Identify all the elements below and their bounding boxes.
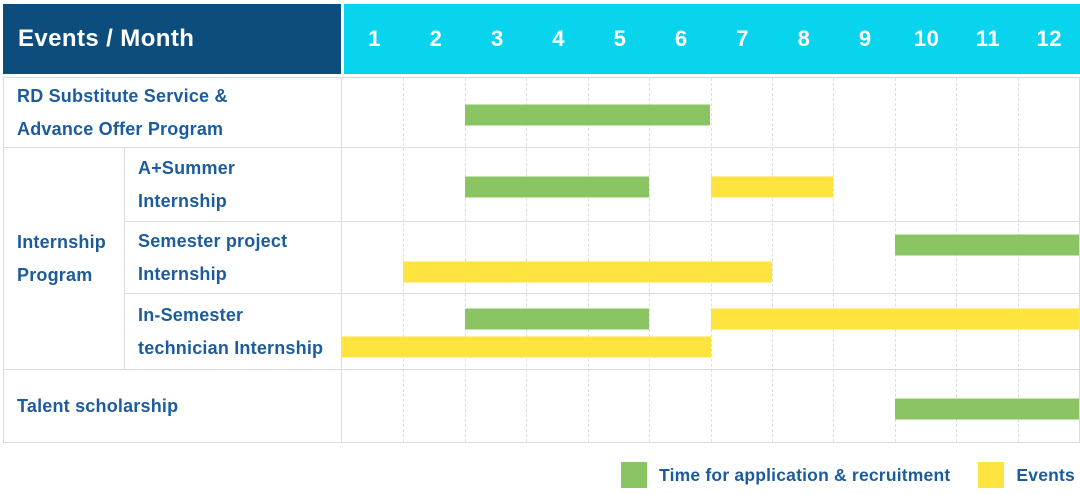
bar-events <box>710 308 1079 330</box>
group-label-internship-program: Internship Program <box>4 148 125 369</box>
month-header-8: 8 <box>797 26 811 51</box>
month-header-4: 4 <box>552 26 566 51</box>
bar-application-recruitment <box>464 176 650 198</box>
bar-application-recruitment <box>894 398 1079 420</box>
row-label-semester-project-internship: Semester project Internship <box>125 222 342 293</box>
chart-cell-rd-substitute-service <box>342 78 1079 147</box>
month-header-5: 5 <box>613 26 627 51</box>
chart-cell-semester-project-internship <box>342 222 1079 293</box>
row-semester-project-internship: Semester project Internship <box>125 221 1079 293</box>
month-header-10: 10 <box>913 26 940 51</box>
month-header-6: 6 <box>674 26 688 51</box>
bar-events <box>710 176 834 198</box>
events-month-header-cell: Events / Month <box>3 4 341 74</box>
bar-application-recruitment <box>894 234 1079 256</box>
row-label-talent-scholarship: Talent scholarship <box>4 370 342 442</box>
legend-yellow-swatch-icon <box>978 462 1005 488</box>
legend-item-application-recruitment: Time for application & recruitment <box>621 462 950 488</box>
month-header-11: 11 <box>975 26 1001 51</box>
row-label-rd-substitute-service: RD Substitute Service & Advance Offer Pr… <box>4 78 342 147</box>
month-header-7: 7 <box>736 26 749 51</box>
month-header-3: 3 <box>490 26 504 51</box>
row-label-in-semester-technician-internship: In-Semester technician Internship <box>125 294 342 369</box>
chart-cell-talent-scholarship <box>342 370 1079 442</box>
month-header-2: 2 <box>429 26 443 51</box>
row-label-a-plus-summer-internship: A+Summer Internship <box>125 148 342 221</box>
events-month-gantt-table: Events / Month 1 2 3 4 5 6 7 8 9 10 11 12 RD Substi… <box>3 4 1080 443</box>
legend-label-application-recruitment: Time for application & recruitment <box>659 464 951 485</box>
chart-cell-a-plus-summer-internship <box>342 148 1079 221</box>
row-in-semester-technician-internship: In-Semester technician Internship <box>125 293 1079 369</box>
table-header-row: Events / Month 1 2 3 4 5 6 7 8 9 10 11 12 <box>3 4 1080 74</box>
row-talent-scholarship: Talent scholarship <box>4 369 1079 442</box>
month-header-9: 9 <box>858 26 872 51</box>
legend-label-events: Events <box>1016 464 1075 485</box>
internship-program-subrows: A+Summer Internship Semester project Int… <box>125 148 1079 369</box>
month-header-1: 1 <box>368 26 382 51</box>
table-body: RD Substitute Service & Advance Offer Pr… <box>3 77 1080 443</box>
month-header-12: 12 <box>1036 26 1063 51</box>
legend-green-swatch-icon <box>621 462 648 488</box>
row-group-internship-program: Internship Program A+Summer Internship S… <box>4 147 1079 369</box>
bar-application-recruitment <box>464 308 650 330</box>
bar-application-recruitment <box>464 104 711 126</box>
row-rd-substitute-service: RD Substitute Service & Advance Offer Pr… <box>4 78 1079 147</box>
legend-item-events: Events <box>978 462 1075 488</box>
bar-events <box>342 336 711 358</box>
bar-events <box>403 261 772 283</box>
row-a-plus-summer-internship: A+Summer Internship <box>125 148 1079 221</box>
month-number-header: 1 2 3 4 5 6 7 8 9 10 11 12 <box>341 4 1080 74</box>
chart-cell-in-semester-technician-internship <box>342 294 1079 369</box>
legend: Time for application & recruitment Event… <box>621 461 1075 489</box>
